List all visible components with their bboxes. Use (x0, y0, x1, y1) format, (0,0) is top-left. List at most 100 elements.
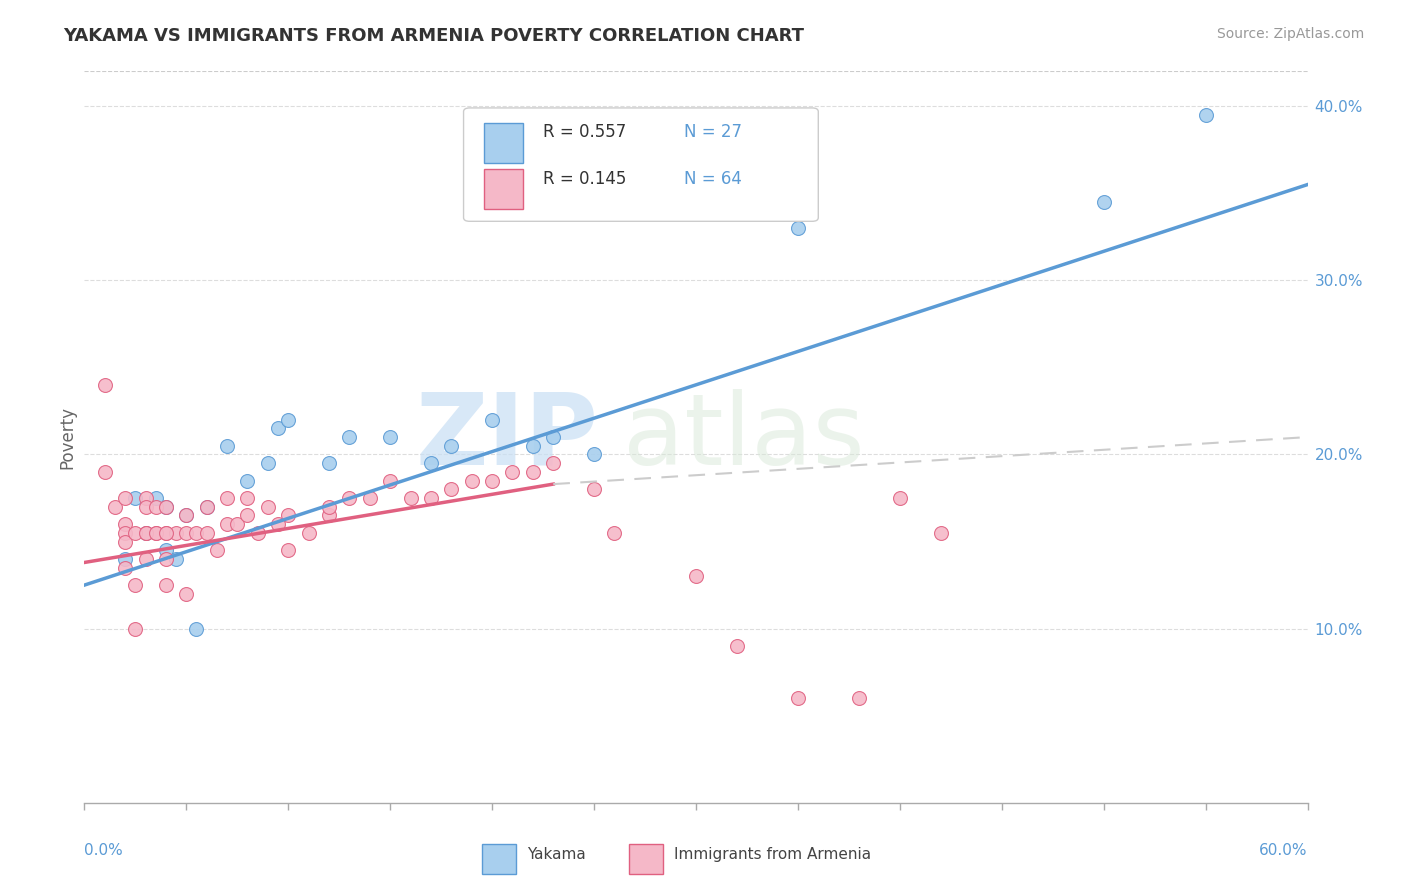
Point (104, 500, 127, 514)
Point (124, 622, 146, 636)
Point (1092, 194, 1115, 209)
Point (277, 508, 299, 523)
Point (195, 500, 218, 514)
Point (114, 517, 136, 532)
Point (135, 552, 157, 566)
Text: Source: ZipAtlas.com: Source: ZipAtlas.com (1216, 27, 1364, 41)
Point (257, 500, 280, 514)
Point (848, 691, 870, 706)
Point (124, 491, 146, 505)
Point (124, 578, 146, 592)
Point (174, 525, 197, 540)
Text: R = 0.557: R = 0.557 (543, 122, 626, 141)
Point (267, 517, 290, 532)
Point (583, 448, 606, 462)
Point (522, 465, 544, 479)
Point (929, 525, 952, 540)
Point (502, 465, 524, 479)
Point (298, 525, 321, 540)
Point (257, 456, 280, 470)
Point (165, 552, 187, 566)
Point (93, 377, 115, 392)
Point (339, 491, 361, 505)
Point (889, 491, 911, 505)
Point (440, 483, 463, 497)
Text: N = 27: N = 27 (683, 122, 742, 141)
Point (318, 508, 340, 523)
Point (195, 525, 218, 540)
Bar (484, 122, 523, 163)
Point (155, 552, 177, 566)
Point (174, 587, 197, 601)
Point (174, 508, 197, 523)
Point (481, 412, 503, 426)
Text: ZIP: ZIP (415, 389, 598, 485)
Point (725, 639, 748, 653)
Point (186, 622, 208, 636)
Point (114, 552, 136, 566)
Point (135, 525, 157, 540)
Point (145, 525, 167, 540)
Text: 0.0%: 0.0% (84, 843, 124, 858)
Point (145, 500, 167, 514)
Point (440, 439, 463, 453)
Point (236, 474, 259, 488)
Point (195, 500, 218, 514)
Text: R = 0.145: R = 0.145 (543, 170, 627, 188)
Point (135, 500, 157, 514)
Point (114, 534, 136, 549)
Point (236, 508, 259, 523)
Point (246, 525, 269, 540)
Point (155, 525, 177, 540)
Point (217, 517, 239, 532)
Text: Immigrants from Armenia: Immigrants from Armenia (673, 847, 872, 862)
Text: atlas: atlas (623, 389, 865, 485)
Point (186, 525, 208, 540)
Point (217, 491, 239, 505)
Text: YAKAMA VS IMMIGRANTS FROM ARMENIA POVERTY CORRELATION CHART: YAKAMA VS IMMIGRANTS FROM ARMENIA POVERT… (63, 27, 804, 45)
Point (461, 474, 484, 488)
Point (399, 491, 422, 505)
Text: Yakama: Yakama (527, 847, 586, 862)
Point (543, 430, 565, 444)
Point (145, 525, 167, 540)
Point (787, 691, 810, 706)
Bar (628, 845, 664, 874)
Point (318, 500, 340, 514)
FancyBboxPatch shape (464, 108, 818, 221)
Point (481, 474, 503, 488)
Point (155, 500, 177, 514)
Point (380, 474, 402, 488)
Y-axis label: Poverty: Poverty (58, 406, 76, 468)
Point (205, 543, 228, 558)
Point (114, 491, 136, 505)
Point (277, 412, 299, 426)
Point (135, 491, 157, 505)
Point (165, 525, 187, 540)
Point (155, 500, 177, 514)
Bar (482, 845, 516, 874)
Point (135, 525, 157, 540)
Point (267, 421, 290, 435)
Point (174, 508, 197, 523)
Point (124, 525, 146, 540)
Point (522, 439, 544, 453)
Point (145, 491, 167, 505)
Point (155, 543, 177, 558)
Point (380, 430, 402, 444)
Point (1195, 108, 1218, 122)
Point (155, 525, 177, 540)
Point (114, 560, 136, 574)
Point (420, 491, 443, 505)
Point (226, 517, 249, 532)
Point (787, 221, 810, 235)
Point (339, 430, 361, 444)
Point (603, 525, 626, 540)
Point (318, 456, 340, 470)
Point (236, 491, 259, 505)
Point (155, 578, 177, 592)
Point (277, 543, 299, 558)
Text: N = 64: N = 64 (683, 170, 741, 188)
Point (543, 456, 565, 470)
Text: 60.0%: 60.0% (1260, 843, 1308, 858)
